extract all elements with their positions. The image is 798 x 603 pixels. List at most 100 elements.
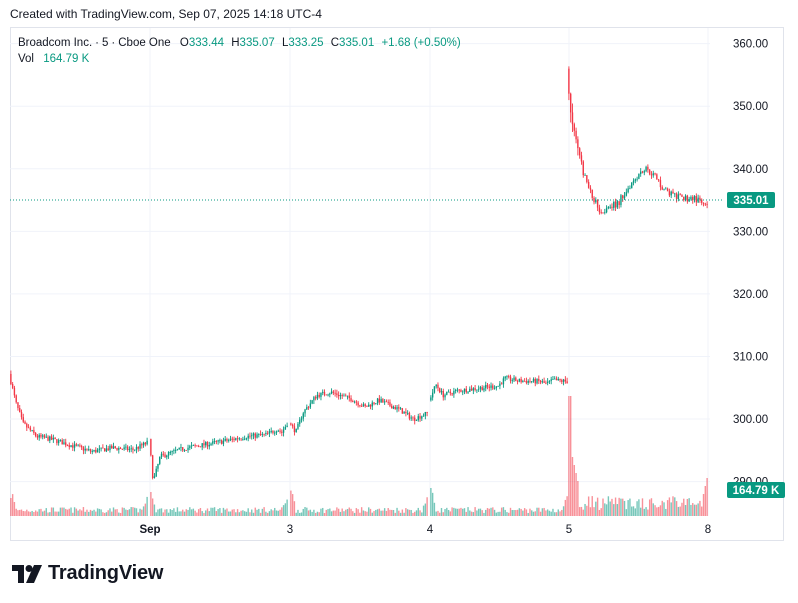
candle-body xyxy=(119,448,122,449)
volume-bar xyxy=(226,508,228,516)
candle-body xyxy=(424,411,427,416)
candle-body xyxy=(417,416,419,421)
legend-open-label: O xyxy=(179,37,189,49)
y-axis-tick-label: 350.00 xyxy=(733,101,768,113)
tradingview-brand[interactable]: TradingView xyxy=(12,562,163,585)
candle-body xyxy=(15,395,17,403)
candle-body xyxy=(22,417,24,422)
volume-bar xyxy=(500,507,503,516)
candle-body xyxy=(215,441,218,443)
candle-body xyxy=(499,383,501,387)
volume-bar xyxy=(433,502,436,516)
volume-bar xyxy=(199,507,202,516)
volume-bar xyxy=(525,509,528,516)
volume-bar xyxy=(13,501,16,516)
candle-body xyxy=(107,448,109,451)
volume-bar xyxy=(589,507,592,516)
candle-body xyxy=(121,448,124,450)
candle-body xyxy=(609,206,611,208)
candle-body xyxy=(657,179,660,181)
volume-bar xyxy=(373,511,375,516)
candle-body xyxy=(508,376,510,378)
candle-body xyxy=(159,456,161,464)
candle-body xyxy=(571,112,574,125)
candle-body xyxy=(307,407,310,409)
candle-body xyxy=(65,442,67,446)
volume-bar xyxy=(102,512,104,516)
candle-body xyxy=(29,427,32,431)
candle-body xyxy=(322,391,324,393)
volume-bar xyxy=(629,498,631,516)
volume-bar xyxy=(325,509,327,516)
volume-bar xyxy=(103,512,106,516)
candle-body xyxy=(130,448,132,450)
volume-bar xyxy=(469,510,471,516)
candle-body xyxy=(166,455,168,458)
candle-body xyxy=(79,445,81,447)
volume-bar xyxy=(206,508,209,516)
volume-bar xyxy=(34,510,37,516)
volume-bar xyxy=(43,510,46,516)
volume-bar xyxy=(112,507,115,516)
volume-bar xyxy=(121,507,124,516)
candle-body xyxy=(316,394,319,399)
candle-body xyxy=(525,381,528,383)
volume-bar xyxy=(311,511,313,516)
candle-body xyxy=(325,394,327,396)
volume-bar xyxy=(290,490,292,516)
volume-bar xyxy=(538,507,540,516)
volume-bar xyxy=(176,507,179,516)
volume-bar xyxy=(449,511,452,516)
volume-bar xyxy=(422,505,425,516)
volume-bar xyxy=(107,510,109,516)
candle-body xyxy=(183,450,186,451)
candle-body xyxy=(665,188,667,190)
volume-bar xyxy=(79,509,81,516)
candle-body xyxy=(56,439,58,444)
volume-bar xyxy=(511,510,513,516)
volume-bar xyxy=(440,507,443,516)
candle-body xyxy=(465,388,467,393)
candle-body xyxy=(306,407,308,410)
volume-bar xyxy=(197,509,200,516)
chart-frame xyxy=(10,27,784,541)
candle-body xyxy=(151,455,154,478)
candle-body xyxy=(552,379,554,380)
candle-body xyxy=(34,433,37,437)
candle-body xyxy=(282,429,285,433)
candle-body xyxy=(463,388,466,392)
volume-bar xyxy=(647,509,649,516)
volume-bar xyxy=(300,512,303,516)
legend-symbol[interactable]: Broadcom Inc. xyxy=(18,37,93,49)
candle-body xyxy=(320,392,322,397)
candle-body xyxy=(265,432,267,434)
tradingview-logo-icon xyxy=(12,564,42,583)
volume-bar xyxy=(249,512,251,516)
volume-bar xyxy=(11,494,14,516)
candle-body xyxy=(185,450,187,451)
candle-body xyxy=(396,407,398,410)
candle-body xyxy=(479,387,482,389)
candle-body xyxy=(444,394,446,398)
volume-bar xyxy=(236,509,239,516)
candle-body xyxy=(591,189,593,198)
candle-body xyxy=(295,428,297,433)
candle-body xyxy=(575,130,577,140)
volume-bar xyxy=(196,512,198,516)
candle-body xyxy=(555,378,558,381)
volume-bar xyxy=(485,509,487,516)
candle-body xyxy=(180,447,182,448)
volume-bar xyxy=(150,492,152,516)
volume-bar xyxy=(330,511,333,516)
candle-body xyxy=(456,389,459,391)
volume-bar xyxy=(657,506,660,516)
volume-bar xyxy=(408,509,411,516)
volume-bar xyxy=(229,511,232,516)
candle-body xyxy=(620,195,622,205)
candle-body xyxy=(652,173,654,176)
candle-body xyxy=(600,212,602,213)
volume-bar xyxy=(282,505,285,516)
candle-body xyxy=(66,445,69,447)
candle-body xyxy=(647,166,649,170)
